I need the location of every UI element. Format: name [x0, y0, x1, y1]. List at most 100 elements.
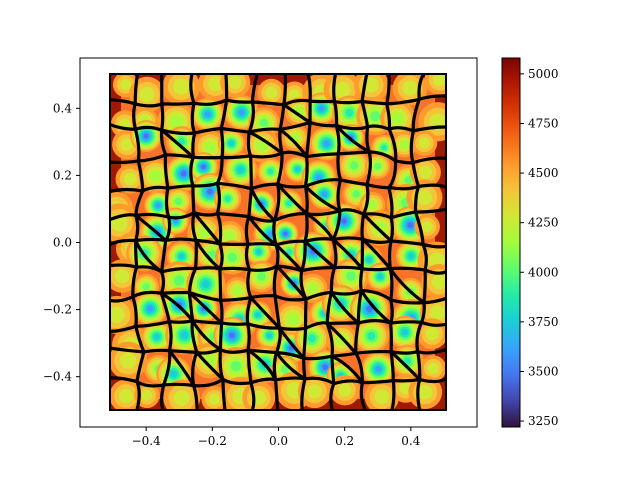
field-blob [307, 334, 316, 343]
network-edge [192, 377, 225, 388]
network-edge [132, 102, 138, 131]
network-edge [193, 238, 198, 271]
field-blob [363, 77, 379, 93]
network-edge [418, 377, 446, 384]
field-blob [345, 108, 354, 117]
network-edge [365, 150, 372, 187]
network-edge [141, 185, 170, 193]
network-edge [219, 298, 224, 325]
network-edge [133, 125, 164, 132]
network-edge [218, 348, 225, 381]
network-edge [387, 184, 421, 191]
network-edge [191, 131, 197, 159]
network-edge [160, 238, 168, 274]
field-blob [294, 166, 301, 172]
network-edge [273, 294, 308, 302]
field-blob [204, 141, 216, 153]
y-tick-label: 0.4 [53, 101, 72, 115]
network-edge [167, 211, 196, 220]
network-edge [166, 184, 195, 190]
network-edge [159, 291, 195, 323]
field-blob [256, 249, 262, 255]
field-blob [307, 384, 322, 399]
network-edge [215, 211, 223, 246]
network-edge [247, 130, 284, 155]
network-edge [354, 349, 393, 355]
network-edge [278, 120, 312, 131]
field-blob [431, 274, 446, 290]
network-edge [411, 97, 421, 133]
network-edge [388, 266, 427, 272]
network-edge [278, 103, 286, 131]
network-edge [282, 74, 288, 107]
field-blob [375, 365, 382, 372]
network-edge [338, 208, 366, 216]
network-edge [110, 376, 139, 384]
network-edge [164, 153, 195, 159]
network-edge [417, 94, 446, 101]
field-blob [425, 327, 439, 341]
field-blob [146, 305, 154, 312]
field-blob [315, 174, 322, 181]
network-edge [416, 378, 422, 410]
colorbar-tick-label: 4750 [528, 116, 559, 130]
network-edge [219, 126, 251, 134]
network-edge [304, 211, 335, 241]
network-edge [303, 178, 343, 188]
network-edge [362, 182, 370, 216]
network-edge [332, 74, 338, 104]
field-blob [174, 197, 183, 205]
field-blob [366, 257, 372, 263]
network-edge [329, 382, 336, 410]
network-edge [387, 239, 393, 271]
network-edge [300, 265, 337, 273]
field-blob [265, 86, 278, 99]
colorbar-tick-label: 4250 [528, 216, 559, 230]
network-edge [249, 381, 256, 410]
x-tick-label: −0.2 [198, 434, 227, 448]
network-edge [159, 270, 166, 295]
network-edge [329, 289, 363, 296]
network-edge [272, 218, 278, 247]
field-blob [233, 286, 243, 296]
network-edge [160, 102, 165, 132]
field-blob [418, 165, 432, 179]
network-edge [219, 296, 253, 302]
field-blob [207, 188, 213, 195]
network-edge [359, 381, 368, 410]
network-edge [360, 267, 392, 272]
network-edge [275, 351, 306, 360]
network-edge [329, 290, 360, 325]
x-tick-label: −0.4 [132, 434, 162, 448]
network-edge [282, 103, 312, 125]
field-blob [114, 269, 130, 284]
network-edge [246, 322, 251, 352]
network-edge [189, 74, 196, 105]
network-edge [302, 354, 334, 361]
network-edge [160, 128, 195, 159]
network-edge [359, 267, 364, 293]
network-edge [359, 289, 393, 302]
network-edge [164, 237, 198, 242]
field-blob [224, 195, 231, 202]
network-edge [193, 126, 223, 135]
y-tick-label: 0.0 [53, 236, 72, 250]
field-blob [173, 390, 190, 406]
network-edge [280, 150, 309, 159]
network-edge [245, 296, 253, 326]
field-blob [338, 383, 352, 397]
network-edge [110, 263, 139, 269]
network-edge [389, 298, 394, 325]
field-blob [178, 253, 185, 260]
network-edge [246, 242, 278, 247]
field-blob [120, 79, 132, 91]
network-edge [362, 212, 393, 243]
network-edge [277, 326, 306, 360]
network-edge [131, 290, 163, 299]
field-blob [403, 357, 412, 365]
field-blob [178, 138, 186, 146]
network-edge [423, 268, 446, 275]
network-edge [305, 120, 312, 159]
network-edge [336, 152, 343, 182]
x-axis: −0.4 −0.2 0.0 0.2 0.4 [132, 427, 421, 448]
